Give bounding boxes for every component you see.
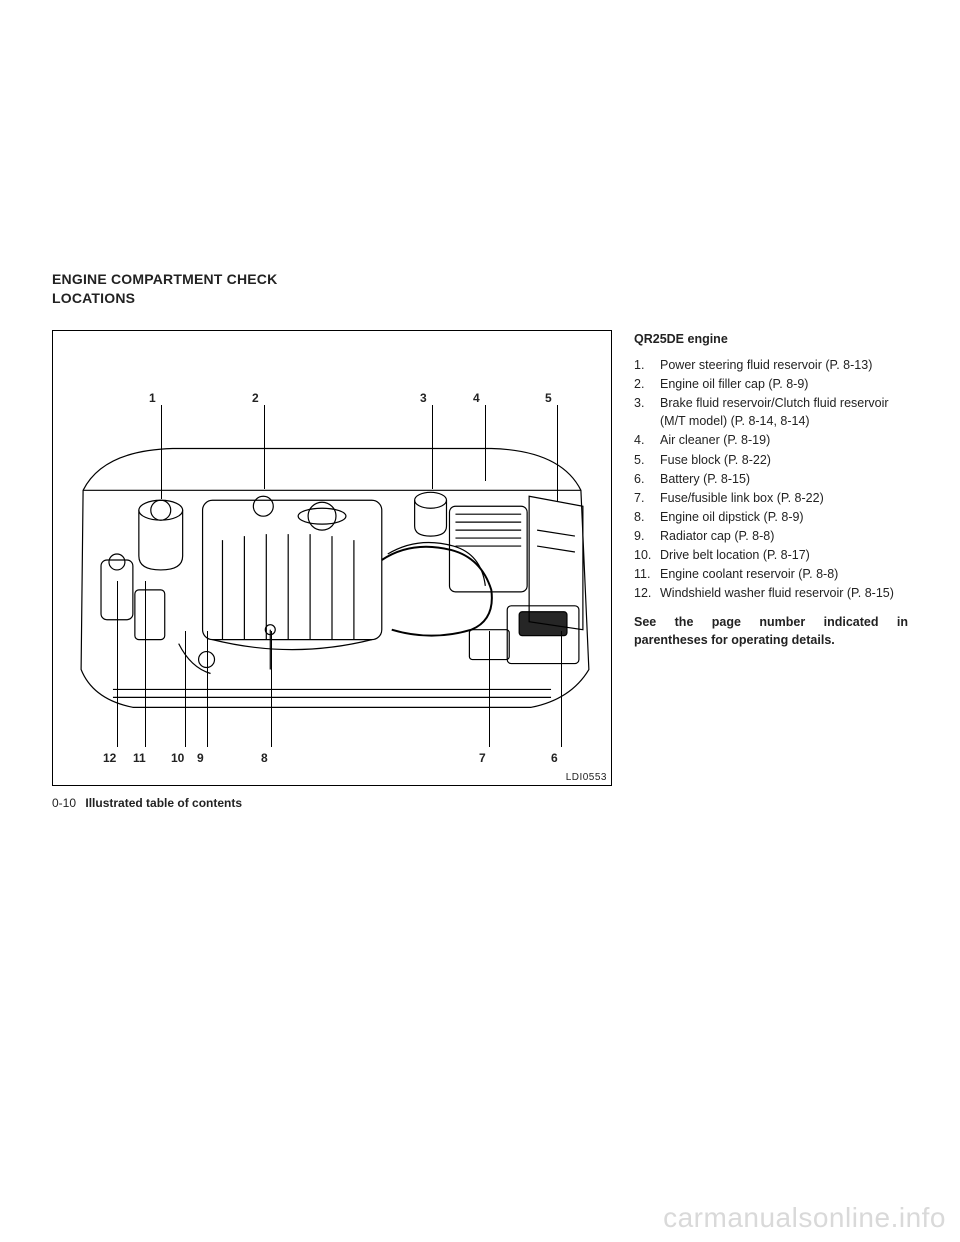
diagram-column: 12345 1211109876 LDI0553 0-10 Illustrate… — [52, 330, 612, 810]
note-text: See the page number indicated in parenth… — [634, 613, 908, 649]
callout-number: 1 — [149, 391, 156, 405]
callout-number: 5 — [545, 391, 552, 405]
page-number: 0-10 — [52, 796, 76, 810]
leader-line — [489, 631, 490, 747]
leader-line — [264, 405, 265, 489]
content-row: 12345 1211109876 LDI0553 0-10 Illustrate… — [52, 330, 908, 810]
callout-number: 4 — [473, 391, 480, 405]
item-text: Battery (P. 8-15) — [660, 470, 908, 488]
item-text: Brake fluid reservoir/Clutch fluid reser… — [660, 394, 908, 430]
leader-line — [117, 581, 118, 747]
item-text: Engine oil filler cap (P. 8-9) — [660, 375, 908, 393]
item-number: 6. — [634, 470, 660, 488]
item-text: Engine coolant reservoir (P. 8-8) — [660, 565, 908, 583]
leader-line — [557, 405, 558, 501]
item-text: Fuse block (P. 8-22) — [660, 451, 908, 469]
callout-number: 6 — [551, 751, 558, 765]
item-number: 3. — [634, 394, 660, 430]
list-item: 9.Radiator cap (P. 8-8) — [634, 527, 908, 545]
title-line-1: ENGINE COMPARTMENT CHECK — [52, 271, 277, 287]
callout-number: 8 — [261, 751, 268, 765]
item-number: 11. — [634, 565, 660, 583]
item-number: 4. — [634, 431, 660, 449]
leader-line — [185, 631, 186, 747]
item-number: 12. — [634, 584, 660, 602]
list-item: 11.Engine coolant reservoir (P. 8-8) — [634, 565, 908, 583]
callout-number: 2 — [252, 391, 259, 405]
item-text: Radiator cap (P. 8-8) — [660, 527, 908, 545]
list-item: 5.Fuse block (P. 8-22) — [634, 451, 908, 469]
leader-line — [271, 631, 272, 747]
page-footer: 0-10 Illustrated table of contents — [52, 796, 612, 810]
leader-line — [161, 405, 162, 499]
callout-number: 9 — [197, 751, 204, 765]
leader-line — [207, 631, 208, 747]
leader-line — [485, 405, 486, 481]
item-text: Power steering fluid reservoir (P. 8-13) — [660, 356, 908, 374]
item-number: 7. — [634, 489, 660, 507]
callout-number: 10 — [171, 751, 184, 765]
item-text: Windshield washer fluid reservoir (P. 8-… — [660, 584, 908, 602]
leader-line — [561, 631, 562, 747]
title-line-2: LOCATIONS — [52, 290, 135, 306]
engine-diagram: 12345 1211109876 LDI0553 — [52, 330, 612, 786]
watermark-text: carmanualsonline.info — [663, 1202, 946, 1234]
list-item: 8.Engine oil dipstick (P. 8-9) — [634, 508, 908, 526]
item-text: Air cleaner (P. 8-19) — [660, 431, 908, 449]
component-list: 1.Power steering fluid reservoir (P. 8-1… — [634, 356, 908, 603]
item-text: Fuse/fusible link box (P. 8-22) — [660, 489, 908, 507]
callout-number: 12 — [103, 751, 116, 765]
leader-line — [145, 581, 146, 747]
page-content: ENGINE COMPARTMENT CHECK LOCATIONS — [52, 270, 908, 810]
diagram-code: LDI0553 — [566, 772, 607, 783]
list-item: 4.Air cleaner (P. 8-19) — [634, 431, 908, 449]
list-item: 12.Windshield washer fluid reservoir (P.… — [634, 584, 908, 602]
item-text: Drive belt location (P. 8-17) — [660, 546, 908, 564]
text-column: QR25DE engine 1.Power steering fluid res… — [634, 330, 908, 649]
list-item: 10.Drive belt location (P. 8-17) — [634, 546, 908, 564]
callout-number: 11 — [133, 751, 146, 765]
footer-label: Illustrated table of contents — [85, 796, 242, 810]
list-item: 6.Battery (P. 8-15) — [634, 470, 908, 488]
list-item: 3.Brake fluid reservoir/Clutch fluid res… — [634, 394, 908, 430]
item-number: 8. — [634, 508, 660, 526]
callout-number: 7 — [479, 751, 486, 765]
item-number: 10. — [634, 546, 660, 564]
engine-illustration — [53, 331, 611, 785]
list-item: 7.Fuse/fusible link box (P. 8-22) — [634, 489, 908, 507]
item-number: 1. — [634, 356, 660, 374]
list-item: 2.Engine oil filler cap (P. 8-9) — [634, 375, 908, 393]
callout-number: 3 — [420, 391, 427, 405]
engine-name: QR25DE engine — [634, 330, 908, 348]
item-number: 2. — [634, 375, 660, 393]
item-number: 9. — [634, 527, 660, 545]
list-item: 1.Power steering fluid reservoir (P. 8-1… — [634, 356, 908, 374]
item-number: 5. — [634, 451, 660, 469]
item-text: Engine oil dipstick (P. 8-9) — [660, 508, 908, 526]
section-title: ENGINE COMPARTMENT CHECK LOCATIONS — [52, 270, 908, 308]
leader-line — [432, 405, 433, 489]
